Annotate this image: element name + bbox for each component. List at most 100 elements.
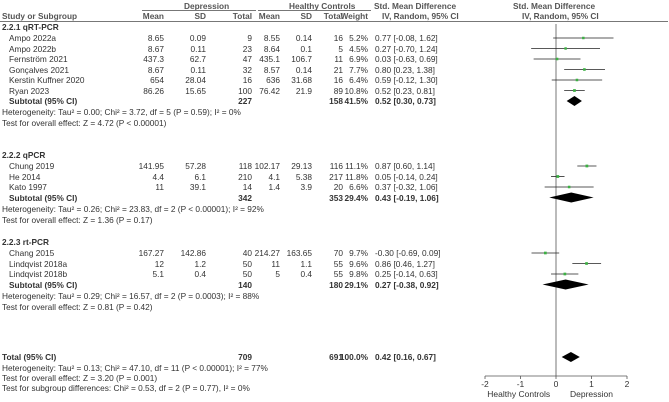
study-sd2: 21.9	[295, 85, 312, 96]
study-ci: 0.86 [0.46, 1.27]	[375, 258, 435, 269]
subtotal-weight: 41.5%	[344, 96, 368, 106]
study-n1: 50	[242, 269, 252, 279]
header-sd1: SD	[194, 11, 206, 21]
subtotal-weight: 29.1%	[344, 279, 368, 290]
study-weight: 4.5%	[349, 43, 368, 54]
header-rule	[0, 21, 668, 22]
header-mean1: Mean	[142, 11, 164, 21]
study-name: Chang 2015	[9, 248, 55, 258]
header-smd-title: Std. Mean Difference	[374, 1, 457, 11]
study-mean2: 5	[275, 269, 280, 279]
study-n1: 50	[242, 258, 252, 269]
study-sd1: 142.86	[180, 248, 206, 258]
subtotal-n1: 227	[238, 96, 252, 106]
study-point	[564, 47, 567, 50]
pooled-diamond	[549, 192, 594, 203]
study-name: Lindqvist 2018a	[9, 258, 68, 269]
header-smd-sub: IV, Random, 95% CI	[382, 11, 459, 21]
study-mean2: 214.27	[254, 248, 280, 258]
study-mean1: 141.95	[138, 161, 164, 171]
study-mean1: 8.67	[147, 64, 164, 75]
study-n1: 23	[242, 43, 252, 54]
study-n1: 14	[242, 182, 252, 192]
study-mean2: 4.1	[268, 171, 280, 182]
study-weight: 6.9%	[349, 54, 368, 64]
study-n2: 21	[333, 64, 343, 75]
study-name: Lindqvist 2018b	[9, 269, 68, 279]
study-n2: 217	[329, 171, 343, 182]
study-sd1: 0.11	[190, 43, 206, 54]
study-sd2: 0.1	[300, 43, 312, 54]
subtotal-ci: 0.27 [-0.38, 0.92]	[375, 279, 439, 290]
subtotal-ci: 0.43 [-0.19, 1.06]	[375, 192, 439, 203]
header-total1: Total	[232, 11, 252, 21]
study-sd1: 57.28	[185, 161, 206, 171]
x-label-right: Depression	[570, 389, 613, 399]
study-ci: 0.05 [-0.14, 0.24]	[375, 171, 438, 182]
study-ci: 0.52 [0.23, 0.81]	[375, 85, 435, 96]
study-weight: 7.7%	[349, 64, 368, 75]
study-point	[573, 89, 576, 92]
study-weight: 5.2%	[349, 33, 368, 43]
study-ci: 0.80 [0.23, 1.38]	[375, 64, 435, 75]
study-point	[567, 185, 571, 189]
study-weight: 9.6%	[349, 258, 368, 269]
study-mean2: 8.64	[263, 43, 280, 54]
study-point	[544, 251, 547, 255]
study-mean1: 11	[155, 182, 164, 192]
total-n2: 691	[329, 352, 343, 362]
study-mean2: 8.55	[263, 33, 280, 43]
study-n2: 55	[333, 269, 343, 279]
study-weight: 6.6%	[349, 182, 368, 192]
study-name: He 2014	[9, 171, 41, 182]
subgroup-differences-text: Test for subgroup differences: Chi² = 0.…	[2, 383, 250, 393]
study-sd2: 0.14	[295, 33, 312, 43]
study-sd1: 62.7	[189, 54, 206, 64]
subtotal-n2: 158	[329, 96, 343, 106]
study-point	[563, 272, 567, 276]
study-n2: 89	[333, 85, 343, 96]
study-mean2: 76.42	[259, 85, 280, 96]
study-weight: 6.4%	[349, 75, 368, 85]
study-sd1: 15.65	[185, 85, 206, 96]
study-weight: 9.8%	[349, 269, 368, 279]
subtotal-n2: 180	[329, 279, 343, 290]
study-sd2: 0.14	[295, 64, 312, 75]
header-study: Study or Subgroup	[2, 11, 78, 21]
study-sd1: 0.11	[190, 64, 206, 75]
study-n2: 16	[333, 75, 343, 85]
study-point	[556, 175, 560, 178]
subtotal-n1: 140	[238, 279, 252, 290]
study-sd2: 3.9	[300, 182, 312, 192]
x-tick-label: 1	[589, 379, 594, 389]
x-tick-label: 2	[625, 379, 630, 389]
pooled-diamond	[566, 96, 582, 106]
total-n1: 709	[238, 352, 252, 362]
overall-effect-text: Test for overall effect: Z = 4.72 (P < 0…	[2, 118, 167, 128]
study-sd2: 5.38	[295, 171, 312, 182]
study-ci: 0.87 [0.60, 1.14]	[375, 161, 435, 171]
study-sd2: 0.4	[300, 269, 312, 279]
study-sd1: 0.4	[194, 269, 206, 279]
study-mean1: 167.27	[138, 248, 164, 258]
study-mean2: 102.17	[254, 161, 280, 171]
study-n2: 70	[333, 248, 343, 258]
total-weight: 100.0%	[339, 352, 368, 362]
study-sd2: 1.1	[300, 258, 312, 269]
study-name: Kerstin Kuffner 2020	[9, 75, 85, 85]
study-point	[585, 164, 589, 168]
study-mean1: 4.4	[152, 171, 164, 182]
header-plot-sub: IV, Random, 95% CI	[522, 11, 599, 21]
heterogeneity-text: Heterogeneity: Tau² = 0.29; Chi² = 16.57…	[2, 290, 260, 301]
subgroup-title: 2.2.3 rt-PCR	[2, 237, 50, 247]
study-weight: 10.8%	[344, 85, 368, 96]
study-n1: 100	[238, 85, 252, 96]
subtotal-label: Subtotal (95% CI)	[9, 192, 78, 203]
study-weight: 11.8%	[345, 171, 368, 182]
study-n2: 11	[334, 54, 343, 64]
study-mean1: 12	[154, 258, 164, 269]
subtotal-label: Subtotal (95% CI)	[9, 96, 78, 106]
pooled-diamond	[561, 352, 580, 362]
study-sd1: 28.04	[185, 75, 206, 85]
